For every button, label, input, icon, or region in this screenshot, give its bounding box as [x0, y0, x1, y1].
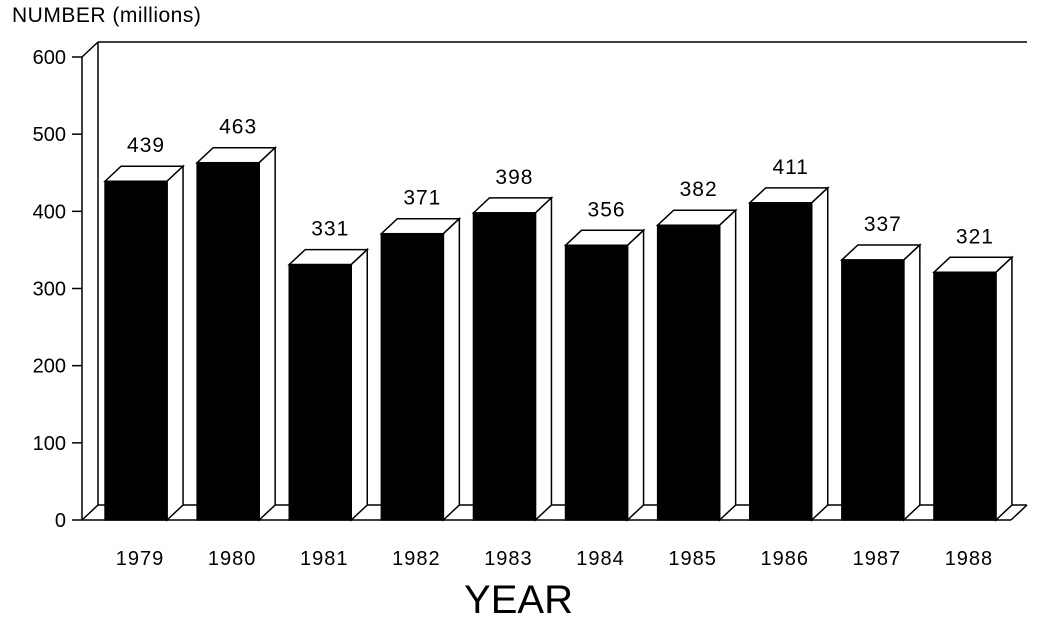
- bars-group: [103, 145, 1014, 522]
- bar-side-face: [718, 208, 737, 522]
- bar: [933, 271, 997, 521]
- bar: [288, 263, 352, 521]
- bar: [749, 202, 813, 521]
- data-label: 439: [127, 134, 165, 157]
- bar: [841, 259, 905, 521]
- bar-side-face: [166, 164, 184, 522]
- y-tick-label: 0: [55, 510, 66, 532]
- bar: [472, 212, 537, 521]
- data-label: 356: [588, 198, 626, 221]
- x-tick-label: 1988: [945, 548, 994, 570]
- x-axis-ticks: 1979 1980 1981 1982 1983 1984 1985 1986 1987 1988: [116, 548, 994, 570]
- y-tick-label: 200: [33, 356, 66, 378]
- data-label: 321: [956, 225, 994, 248]
- bar-side-face: [534, 196, 553, 522]
- bar-side-face: [626, 228, 645, 522]
- bar-side-face: [442, 216, 461, 522]
- y-tick-label: 400: [33, 201, 66, 223]
- data-labels-group: 439 463 331 371 398 356 382 411 337 321: [127, 116, 994, 249]
- x-tick-label: 1981: [300, 548, 349, 570]
- y-tick-label: 100: [33, 433, 66, 455]
- bar-side-face: [903, 243, 921, 522]
- data-label: 398: [495, 166, 533, 189]
- bar-side-face: [995, 255, 1013, 522]
- x-tick-label: 1982: [392, 548, 441, 570]
- x-axis-title: YEAR: [464, 578, 573, 622]
- y-tick-label: 300: [33, 279, 66, 301]
- x-tick-label: 1987: [853, 548, 902, 570]
- data-label: 382: [680, 178, 718, 201]
- bar: [380, 232, 445, 521]
- bar: [564, 244, 629, 521]
- x-tick-label: 1979: [116, 548, 165, 570]
- bar-side-face: [350, 247, 368, 522]
- y-axis-ticks: 0 100 200 300 400 500 600: [33, 47, 82, 532]
- floor-right-edge: [1010, 504, 1028, 521]
- data-label: 411: [773, 156, 809, 179]
- bar-side-face: [258, 145, 276, 522]
- x-tick-label: 1983: [484, 548, 533, 570]
- floor-left-edge: [81, 504, 99, 521]
- bar: [104, 180, 168, 521]
- y-tick-label: 500: [33, 124, 66, 146]
- bar: [656, 224, 721, 521]
- data-label: 371: [403, 187, 441, 210]
- x-tick-label: 1980: [208, 548, 257, 570]
- y-tick-label: 600: [33, 47, 66, 69]
- bar: [196, 161, 260, 521]
- data-label: 331: [311, 218, 349, 241]
- data-label: 463: [219, 116, 257, 139]
- x-tick-label: 1986: [761, 548, 810, 570]
- y-axis-title: NUMBER (millions): [12, 4, 202, 27]
- back-wall-top-left-edge: [81, 41, 99, 58]
- data-label: 337: [864, 213, 902, 236]
- bar-side-face: [811, 186, 829, 522]
- x-tick-label: 1984: [576, 548, 625, 570]
- x-tick-label: 1985: [668, 548, 717, 570]
